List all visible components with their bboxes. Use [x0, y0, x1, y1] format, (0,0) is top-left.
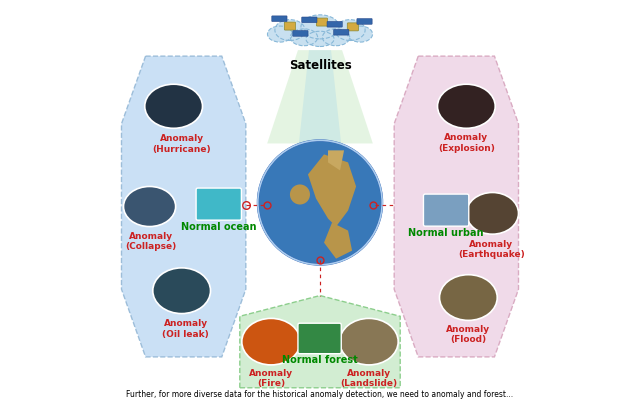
- FancyBboxPatch shape: [327, 22, 342, 27]
- Polygon shape: [394, 56, 518, 357]
- Text: Normal forest: Normal forest: [282, 355, 358, 365]
- Polygon shape: [328, 150, 344, 170]
- Ellipse shape: [275, 20, 305, 41]
- Ellipse shape: [440, 275, 497, 320]
- FancyBboxPatch shape: [298, 323, 341, 354]
- Ellipse shape: [291, 29, 317, 46]
- Polygon shape: [267, 50, 373, 144]
- Text: Anomaly
(Fire): Anomaly (Fire): [249, 369, 293, 388]
- FancyBboxPatch shape: [348, 23, 358, 31]
- Ellipse shape: [145, 84, 202, 128]
- FancyBboxPatch shape: [357, 18, 372, 24]
- Text: Normal ocean: Normal ocean: [181, 222, 257, 232]
- Text: Anomaly
(Collapse): Anomaly (Collapse): [125, 232, 177, 251]
- FancyBboxPatch shape: [316, 18, 328, 26]
- Text: Anomaly
(Oil leak): Anomaly (Oil leak): [163, 319, 209, 338]
- Ellipse shape: [340, 318, 398, 365]
- Polygon shape: [240, 296, 400, 388]
- FancyBboxPatch shape: [333, 30, 349, 35]
- Text: Normal urban: Normal urban: [408, 228, 484, 238]
- Text: Further, for more diverse data for the historical anomaly detection, we need to : Further, for more diverse data for the h…: [127, 390, 513, 399]
- FancyBboxPatch shape: [424, 194, 468, 226]
- Circle shape: [258, 140, 382, 265]
- Text: Anomaly
(Explosion): Anomaly (Explosion): [438, 133, 495, 152]
- Polygon shape: [308, 154, 356, 227]
- FancyBboxPatch shape: [196, 188, 241, 220]
- FancyBboxPatch shape: [301, 17, 317, 22]
- Ellipse shape: [153, 268, 211, 314]
- Ellipse shape: [438, 84, 495, 128]
- Polygon shape: [122, 56, 246, 357]
- Ellipse shape: [268, 26, 292, 42]
- FancyBboxPatch shape: [284, 22, 296, 30]
- Ellipse shape: [124, 186, 175, 227]
- Polygon shape: [324, 223, 352, 259]
- Text: Satellites: Satellites: [289, 59, 351, 72]
- FancyBboxPatch shape: [293, 30, 308, 36]
- Text: Anomaly
(Flood): Anomaly (Flood): [446, 325, 490, 344]
- Ellipse shape: [301, 15, 339, 39]
- Text: Anomaly
(Earthquake): Anomaly (Earthquake): [458, 240, 525, 259]
- Ellipse shape: [467, 192, 518, 234]
- Ellipse shape: [242, 318, 300, 365]
- Polygon shape: [299, 50, 341, 144]
- Ellipse shape: [306, 31, 334, 47]
- Ellipse shape: [335, 20, 365, 41]
- FancyBboxPatch shape: [272, 16, 287, 22]
- Text: Anomaly
(Hurricane): Anomaly (Hurricane): [152, 134, 211, 154]
- Ellipse shape: [323, 29, 349, 46]
- Ellipse shape: [348, 26, 372, 42]
- Text: Anomaly
(Landslide): Anomaly (Landslide): [340, 369, 397, 388]
- Circle shape: [290, 184, 310, 205]
